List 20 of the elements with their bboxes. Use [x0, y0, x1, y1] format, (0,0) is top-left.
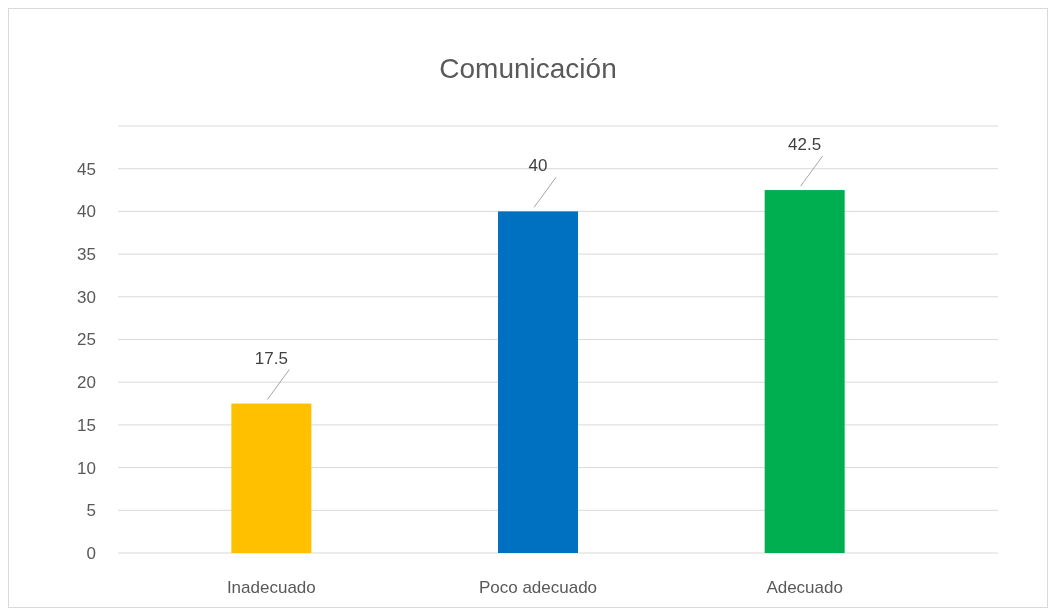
data-label: 40 [528, 156, 548, 176]
y-tick-label: 30 [77, 287, 96, 307]
y-tick-label: 45 [77, 159, 96, 179]
x-tick-label: Inadecuado [226, 578, 316, 597]
y-tick-label: 25 [77, 330, 96, 350]
bar [498, 211, 578, 553]
bar [764, 190, 845, 553]
y-tick-label: 20 [77, 373, 96, 393]
y-tick-label: 5 [86, 501, 96, 521]
y-tick-label: 40 [77, 202, 96, 222]
y-tick-label: 10 [77, 458, 96, 478]
x-tick-label: Poco adecuado [478, 578, 598, 597]
bar [231, 403, 312, 553]
y-tick-label: 35 [77, 245, 96, 265]
chart-title: Comunicación [439, 53, 617, 84]
data-label: 17.5 [254, 348, 288, 368]
data-label: 42.5 [788, 135, 822, 155]
y-tick-label: 0 [86, 543, 96, 563]
x-tick-label: Adecuado [766, 578, 843, 597]
y-tick-label: 15 [77, 415, 96, 435]
